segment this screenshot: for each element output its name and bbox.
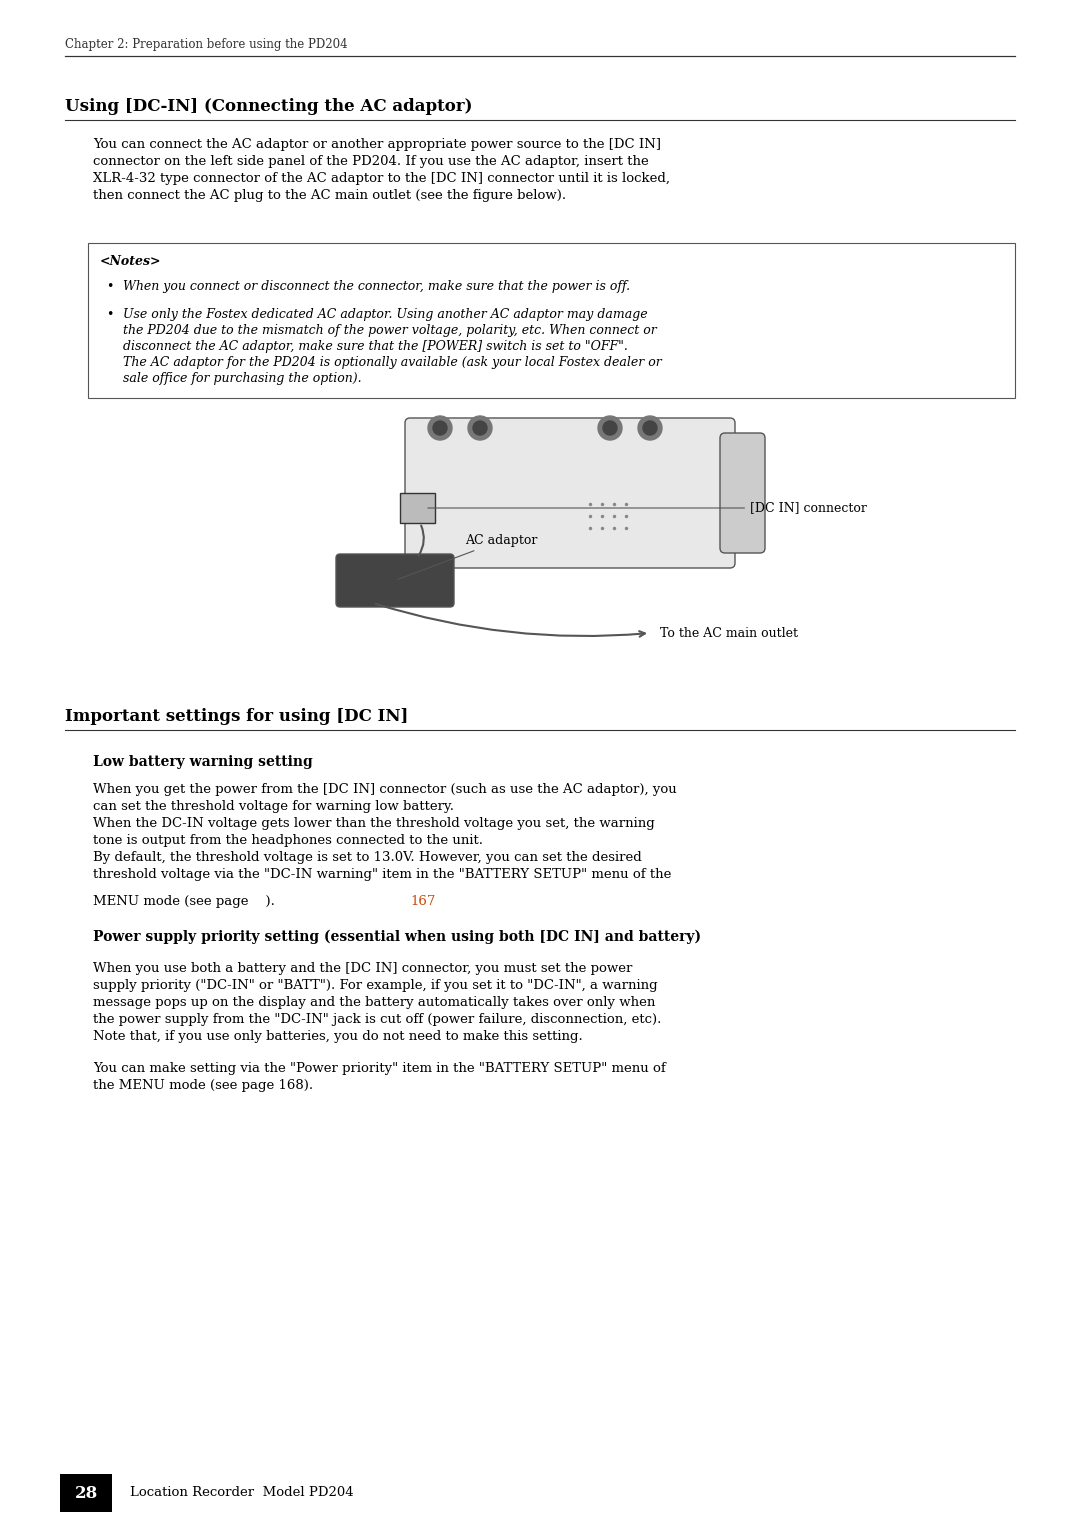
Text: To the AC main outlet: To the AC main outlet — [660, 626, 798, 640]
Text: You can connect the AC adaptor or another appropriate power source to the [DC IN: You can connect the AC adaptor or anothe… — [93, 138, 670, 202]
Circle shape — [433, 422, 447, 435]
FancyBboxPatch shape — [405, 419, 735, 568]
Text: •: • — [106, 309, 113, 321]
Text: Power supply priority setting (essential when using both [DC IN] and battery): Power supply priority setting (essential… — [93, 931, 701, 944]
FancyBboxPatch shape — [336, 555, 454, 607]
Text: 167: 167 — [410, 895, 435, 908]
Text: Use only the Fostex dedicated AC adaptor. Using another AC adaptor may damage
th: Use only the Fostex dedicated AC adaptor… — [123, 309, 662, 385]
Text: <Notes>: <Notes> — [100, 255, 162, 267]
Circle shape — [428, 416, 453, 440]
Text: When you get the power from the [DC IN] connector (such as use the AC adaptor), : When you get the power from the [DC IN] … — [93, 782, 677, 882]
Circle shape — [603, 422, 617, 435]
Circle shape — [473, 422, 487, 435]
Text: •: • — [106, 280, 113, 293]
Text: 28: 28 — [75, 1485, 97, 1502]
Bar — [400, 494, 435, 523]
Text: Using [DC-IN] (Connecting the AC adaptor): Using [DC-IN] (Connecting the AC adaptor… — [65, 98, 473, 115]
Text: You can make setting via the "Power priority" item in the "BATTERY SETUP" menu o: You can make setting via the "Power prio… — [93, 1062, 665, 1093]
Text: When you use both a battery and the [DC IN] connector, you must set the power
su: When you use both a battery and the [DC … — [93, 963, 661, 1044]
Text: MENU mode (see page    ).: MENU mode (see page ). — [93, 895, 275, 908]
FancyBboxPatch shape — [720, 432, 765, 553]
Circle shape — [468, 416, 492, 440]
Text: [DC IN] connector: [DC IN] connector — [428, 501, 867, 515]
Circle shape — [643, 422, 657, 435]
Text: Chapter 2: Preparation before using the PD204: Chapter 2: Preparation before using the … — [65, 38, 348, 50]
Text: AC adaptor: AC adaptor — [397, 533, 538, 579]
Circle shape — [638, 416, 662, 440]
Text: Important settings for using [DC IN]: Important settings for using [DC IN] — [65, 707, 408, 724]
Bar — [60, 1475, 112, 1513]
Circle shape — [598, 416, 622, 440]
Text: When you connect or disconnect the connector, make sure that the power is off.: When you connect or disconnect the conne… — [123, 280, 630, 293]
FancyBboxPatch shape — [87, 243, 1015, 397]
Text: Low battery warning setting: Low battery warning setting — [93, 755, 313, 769]
Text: Location Recorder  Model PD204: Location Recorder Model PD204 — [130, 1487, 353, 1499]
